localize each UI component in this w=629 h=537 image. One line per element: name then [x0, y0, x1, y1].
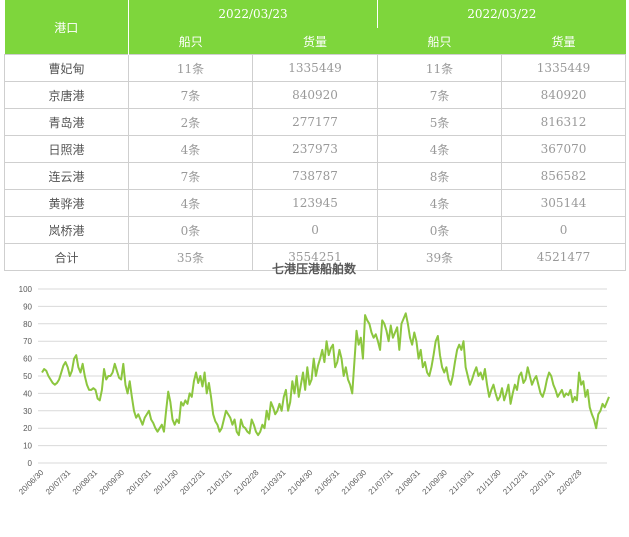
vessels-cell-2: 0条: [377, 216, 503, 244]
y-tick-label: 30: [23, 407, 32, 416]
vessels-cell-1: 4条: [128, 135, 253, 163]
x-tick-label: 21/03/31: [259, 468, 288, 497]
y-tick-label: 70: [23, 337, 32, 346]
volume-cell-1: 277177: [251, 108, 379, 136]
volume-cell-1: 3554251: [251, 243, 379, 271]
x-tick-label: 20/07/31: [44, 468, 73, 497]
vessels-cell-2: 5条: [377, 108, 503, 136]
table-header-row: 港口 2022/03/23 2022/03/22: [4, 0, 626, 55]
x-tick-label: 21/12/31: [501, 468, 530, 497]
x-tick-label: 21/09/30: [421, 468, 450, 497]
vessels-cell-1: 0条: [128, 216, 253, 244]
volume-cell-2: 0: [501, 216, 627, 244]
x-tick-label: 21/07/31: [367, 468, 396, 497]
y-tick-label: 80: [23, 320, 32, 329]
x-tick-label: 21/06/30: [340, 468, 369, 497]
port-name-cell: 合计: [4, 243, 129, 271]
table-row: 合计 35条 3554251 39条 4521477: [4, 243, 627, 271]
x-tick-label: 22/02/28: [555, 468, 584, 497]
volume-header-2: 货量: [501, 28, 626, 55]
vessels-cell-2: 4条: [377, 189, 503, 217]
port-name-cell: 连云港: [4, 162, 129, 190]
x-tick-label: 21/11/30: [475, 468, 503, 496]
table-row: 岚桥港 0条 0 0条 0: [4, 216, 627, 244]
volume-cell-1: 1335449: [251, 54, 379, 82]
y-tick-label: 10: [23, 442, 32, 451]
table-row: 黄骅港 4条 123945 4条 305144: [4, 189, 627, 217]
y-tick-label: 50: [23, 372, 32, 381]
volume-cell-2: 840920: [501, 81, 627, 109]
port-name-cell: 黄骅港: [4, 189, 129, 217]
port-table-container: 港口 2022/03/23 2022/03/22 船只 货量 船只 货量 曹妃甸…: [4, 0, 627, 271]
port-name-cell: 日照港: [4, 135, 129, 163]
volume-cell-2: 4521477: [501, 243, 627, 271]
vessels-cell-2: 4条: [377, 135, 503, 163]
volume-cell-1: 237973: [251, 135, 379, 163]
vessels-cell-2: 8条: [377, 162, 503, 190]
table-row: 连云港 7条 738787 8条 856582: [4, 162, 627, 190]
x-tick-label: 20/10/31: [125, 468, 154, 497]
port-name-cell: 曹妃甸: [4, 54, 129, 82]
vessels-cell-1: 2条: [128, 108, 253, 136]
y-tick-label: 40: [23, 389, 32, 398]
vessels-cell-2: 11条: [377, 54, 503, 82]
table-row: 青岛港 2条 277177 5条 816312: [4, 108, 627, 136]
port-name-cell: 青岛港: [4, 108, 129, 136]
x-tick-label: 21/02/28: [232, 468, 261, 497]
volume-cell-2: 816312: [501, 108, 627, 136]
x-tick-label: 20/09/30: [98, 468, 127, 497]
port-name-cell: 岚桥港: [4, 216, 129, 244]
table-body: 曹妃甸 11条 1335449 11条 1335449 京唐港 7条 840920 7条 8409…: [4, 54, 627, 271]
port-name-cell: 京唐港: [4, 81, 129, 109]
x-tick-label: 20/06/30: [17, 468, 46, 497]
volume-cell-2: 1335449: [501, 54, 627, 82]
volume-header-1: 货量: [252, 28, 378, 55]
volume-cell-2: 856582: [501, 162, 627, 190]
x-tick-label: 21/05/31: [313, 468, 342, 497]
x-tick-label: 21/10/31: [447, 468, 476, 497]
y-tick-label: 90: [23, 302, 32, 311]
volume-cell-1: 0: [251, 216, 379, 244]
volume-cell-1: 123945: [251, 189, 379, 217]
vessels-cell-1: 35条: [128, 243, 253, 271]
y-tick-label: 0: [28, 459, 33, 468]
y-tick-label: 20: [23, 424, 32, 433]
chart-y-axis: 0 10 20 30 40 50 60 70 80 90 100: [19, 285, 33, 468]
vessels-cell-1: 7条: [128, 81, 253, 109]
date-header-2: 2022/03/22: [377, 0, 626, 28]
vessels-header-1: 船只: [128, 28, 253, 55]
vessels-cell-1: 11条: [128, 54, 253, 82]
x-tick-label: 20/08/31: [71, 468, 100, 497]
chart-title: 七港压港船舶数: [272, 261, 357, 276]
vessels-cell-2: 7条: [377, 81, 503, 109]
volume-cell-2: 367070: [501, 135, 627, 163]
table-row: 曹妃甸 11条 1335449 11条 1335449: [4, 54, 627, 82]
x-tick-label: 22/01/31: [528, 468, 557, 497]
volume-cell-1: 738787: [251, 162, 379, 190]
x-tick-label: 20/11/30: [152, 468, 180, 496]
x-tick-label: 21/01/31: [205, 468, 234, 497]
table-row: 日照港 4条 237973 4条 367070: [4, 135, 627, 163]
volume-cell-2: 305144: [501, 189, 627, 217]
series-line-vessels: [41, 312, 610, 437]
x-tick-label: 21/04/30: [286, 468, 315, 497]
date-header-1: 2022/03/23: [127, 0, 378, 28]
table-subheader-row: 船只 货量 船只 货量: [5, 28, 626, 55]
vessels-cell-2: 39条: [377, 243, 503, 271]
x-tick-label: 20/12/31: [178, 468, 207, 497]
y-tick-label: 100: [19, 285, 33, 294]
vessels-cell-1: 4条: [128, 189, 253, 217]
port-vessel-table: 港口 2022/03/23 2022/03/22 船只 货量 船只 货量 曹妃甸…: [4, 0, 627, 271]
chart-x-axis: 20/06/3020/07/3120/08/3120/09/3020/10/31…: [17, 468, 584, 497]
table-row: 京唐港 7条 840920 7条 840920: [4, 81, 627, 109]
vessels-cell-1: 7条: [128, 162, 253, 190]
vessels-header-2: 船只: [377, 28, 502, 55]
port-header: 港口: [4, 0, 129, 55]
chart-container: 七港压港船舶数 0 10 20 30 40 50 60 70 80 90 100 20/06/30 2…: [4, 252, 625, 533]
y-tick-label: 60: [23, 355, 32, 364]
x-tick-label: 21/08/31: [394, 468, 423, 497]
volume-cell-1: 840920: [251, 81, 379, 109]
